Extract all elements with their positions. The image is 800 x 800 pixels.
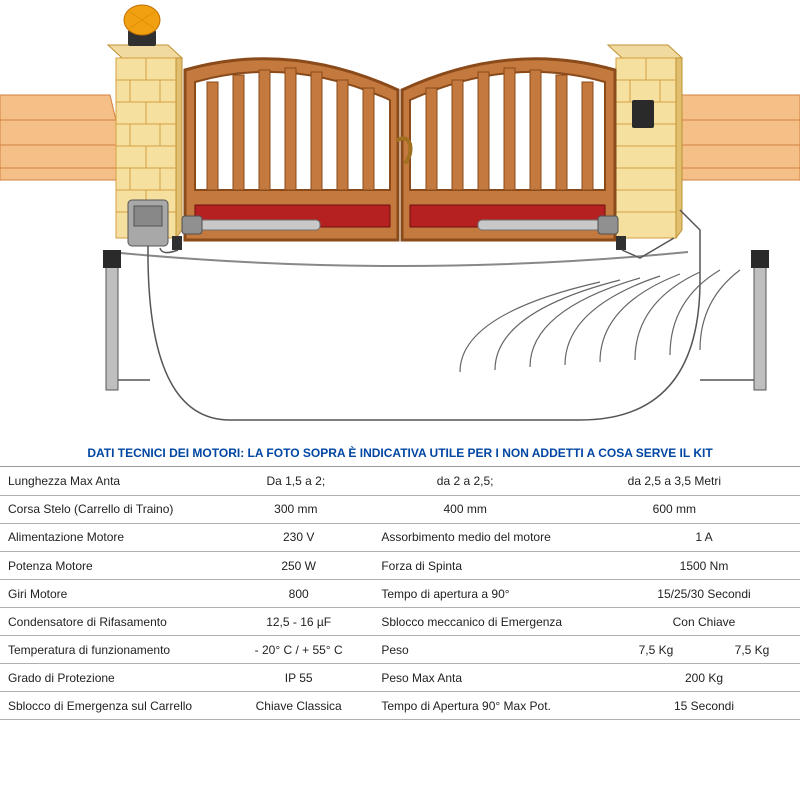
gate-right-leaf [402,59,615,240]
spec-label: Peso [373,636,608,664]
table-row: Corsa Stelo (Carrello di Traino)300 mm40… [0,495,800,523]
spec-label: Potenza Motore [0,552,224,580]
spec-value: Con Chiave [608,608,800,636]
spec-value: 15 Secondi [608,692,800,720]
spec-value: 200 Kg [608,664,800,692]
spec-value: da 2,5 a 3,5 Metri [549,467,800,495]
photocell-left [172,236,182,250]
right-pillar [608,45,682,238]
spec-table-top: Lunghezza Max AntaDa 1,5 a 2;da 2 a 2,5;… [0,467,800,524]
table-row: Grado di ProtezioneIP 55Peso Max Anta200… [0,664,800,692]
table-row: Alimentazione Motore230 VAssorbimento me… [0,524,800,552]
photocell-post-right [751,250,769,390]
spec-label: Forza di Spinta [373,552,608,580]
spec-value: - 20° C / + 55° C [224,636,373,664]
spec-label: Sblocco di Emergenza sul Carrello [0,692,224,720]
spec-label: Grado di Protezione [0,664,224,692]
signal-waves [460,270,740,372]
spec-value: Chiave Classica [224,692,373,720]
gate-illustration [0,0,800,440]
spec-value: 1500 Nm [608,552,800,580]
spec-value: 800 [224,580,373,608]
spec-label: Condensatore di Rifasamento [0,608,224,636]
table-row: Sblocco di Emergenza sul CarrelloChiave … [0,692,800,720]
photocell-right [616,236,626,250]
spec-value: 300 mm [210,495,382,523]
spec-value: 7,5 Kg [704,636,800,664]
table-header: DATI TECNICI DEI MOTORI: LA FOTO SOPRA È… [0,440,800,467]
table-row: Giri Motore800Tempo di apertura a 90°15/… [0,580,800,608]
spec-value: da 2 a 2,5; [382,467,549,495]
spec-value: 7,5 Kg [608,636,704,664]
spec-value: Da 1,5 a 2; [210,467,382,495]
gate-left-leaf [185,59,398,240]
spec-value: 230 V [224,524,373,552]
warning-lamp [124,5,160,46]
spec-label: Sblocco meccanico di Emergenza [373,608,608,636]
spec-label: Corsa Stelo (Carrello di Traino) [0,495,210,523]
spec-value: 250 W [224,552,373,580]
spec-label: Tempo di apertura a 90° [373,580,608,608]
spec-value: 15/25/30 Secondi [608,580,800,608]
spec-label: Temperatura di funzionamento [0,636,224,664]
spec-value: 400 mm [382,495,549,523]
control-box [128,200,168,246]
spec-label: Giri Motore [0,580,224,608]
table-row: Potenza Motore250 WForza di Spinta1500 N… [0,552,800,580]
spec-label: Alimentazione Motore [0,524,224,552]
spec-value: 600 mm [549,495,800,523]
table-row: Temperatura di funzionamento- 20° C / + … [0,636,800,664]
spec-value: 1 A [608,524,800,552]
keypad [632,100,654,128]
spec-table-bottom: Alimentazione Motore230 VAssorbimento me… [0,524,800,721]
spec-label: Lunghezza Max Anta [0,467,210,495]
spec-label: Peso Max Anta [373,664,608,692]
table-row: Condensatore di Rifasamento12,5 - 16 µFS… [0,608,800,636]
spec-label: Assorbimento medio del motore [373,524,608,552]
spec-value: IP 55 [224,664,373,692]
table-row: Lunghezza Max AntaDa 1,5 a 2;da 2 a 2,5;… [0,467,800,495]
spec-label: Tempo di Apertura 90° Max Pot. [373,692,608,720]
spec-value: 12,5 - 16 µF [224,608,373,636]
photocell-post-left [103,250,121,390]
